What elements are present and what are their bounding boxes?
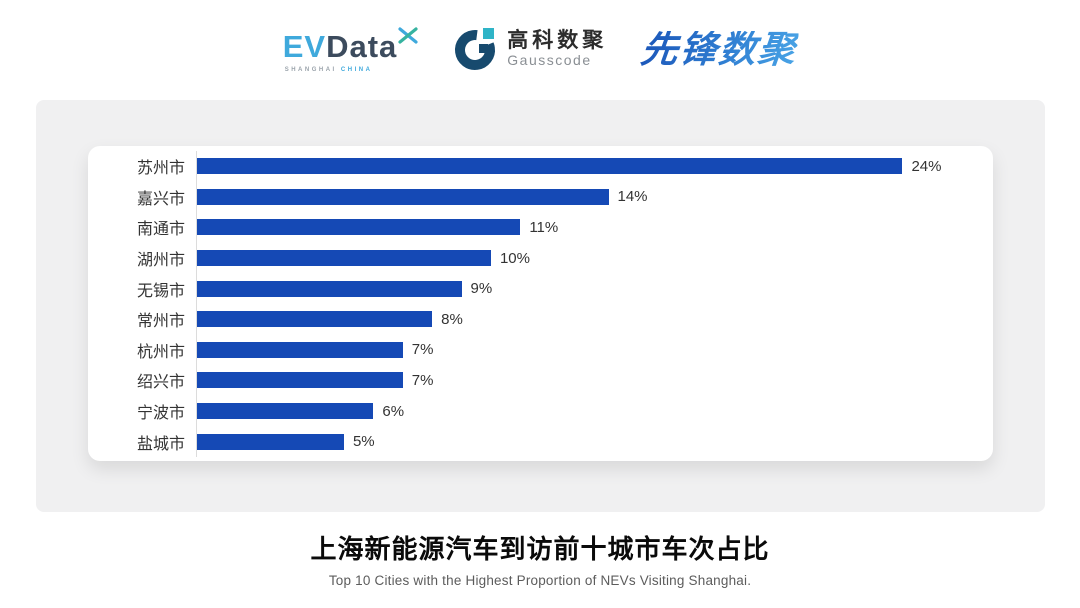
evdata-x-icon xyxy=(398,26,418,44)
bar-row: 湖州市 10% xyxy=(104,242,973,274)
bar-row: 常州市 8% xyxy=(104,303,973,335)
bar xyxy=(197,341,403,358)
value-label: 8% xyxy=(441,310,463,328)
bar xyxy=(197,311,433,328)
category-label: 宁波市 xyxy=(136,405,185,423)
value-label: 6% xyxy=(382,402,405,420)
bar-row: 宁波市 6% xyxy=(104,395,973,427)
category-label: 绍兴市 xyxy=(136,374,185,392)
bar-track: 14% xyxy=(196,181,973,213)
bar-track: 7% xyxy=(196,365,973,396)
bar-track: 7% xyxy=(196,334,973,366)
gausscode-en-text: Gausscode xyxy=(507,52,592,69)
bar-row: 无锡市 9% xyxy=(104,273,973,304)
category-label: 常州市 xyxy=(136,313,185,331)
category-label: 嘉兴市 xyxy=(136,190,185,208)
category-label: 无锡市 xyxy=(136,282,185,300)
evdata-logo: EV Data SHANGHAI CHINA xyxy=(283,26,419,73)
value-label: 11% xyxy=(529,218,559,236)
bar-row: 杭州市 7% xyxy=(104,334,973,366)
xianfeng-logo: 先锋数聚 xyxy=(639,28,800,70)
bar xyxy=(197,403,374,420)
value-label: 7% xyxy=(411,341,434,359)
bar-track: 9% xyxy=(196,273,973,304)
evdata-wordmark: EV Data xyxy=(283,26,419,62)
header-logo-bar: EV Data SHANGHAI CHINA 高科数聚 Gausscode 先锋数… xyxy=(0,16,1080,82)
value-label: 24% xyxy=(911,157,942,175)
bar xyxy=(197,372,403,389)
bar-row: 盐城市 5% xyxy=(104,426,973,457)
bar xyxy=(197,158,903,175)
bar-track: 10% xyxy=(196,242,973,274)
bar-track: 11% xyxy=(196,212,973,243)
value-label: 9% xyxy=(470,280,493,298)
evdata-sub-shanghai: SHANGHAI xyxy=(284,66,337,73)
value-label: 10% xyxy=(499,249,530,267)
chart-subtitle: Top 10 Cities with the Highest Proportio… xyxy=(328,573,752,588)
gausscode-wordmark: 高科数聚 Gausscode xyxy=(507,29,607,69)
bar xyxy=(197,433,344,450)
bar-track: 5% xyxy=(196,426,973,457)
evdata-ev-text: EV xyxy=(282,28,327,64)
bar xyxy=(197,280,462,297)
bar xyxy=(197,250,491,267)
category-label: 杭州市 xyxy=(136,343,185,361)
category-label: 苏州市 xyxy=(136,160,185,178)
evdata-sub-china: CHINA xyxy=(340,66,373,73)
gausscode-logo: 高科数聚 Gausscode xyxy=(452,26,607,72)
bar-row: 苏州市 24% xyxy=(104,151,973,182)
evdata-data-text: Data xyxy=(326,28,398,64)
value-label: 5% xyxy=(352,433,375,451)
bar-row: 南通市 11% xyxy=(104,212,973,243)
bar-row: 绍兴市 7% xyxy=(104,365,973,396)
category-label: 湖州市 xyxy=(136,252,185,270)
bar-chart: 苏州市 24% 嘉兴市 14% 南通市 11% xyxy=(104,151,973,457)
bar-track: 6% xyxy=(196,395,973,427)
bar xyxy=(197,188,609,205)
category-label: 盐城市 xyxy=(136,435,185,453)
bar-track: 24% xyxy=(196,151,973,182)
value-label: 7% xyxy=(411,371,434,389)
gausscode-g-icon xyxy=(455,28,496,70)
bar xyxy=(197,219,521,236)
evdata-subtext: SHANGHAI CHINA xyxy=(285,67,373,73)
chart-title: 上海新能源汽车到访前十城市车次占比 xyxy=(310,534,770,564)
bar-row: 嘉兴市 14% xyxy=(104,181,973,213)
category-label: 南通市 xyxy=(136,221,185,239)
chart-card: 苏州市 24% 嘉兴市 14% 南通市 11% xyxy=(88,146,993,461)
poster-card: 苏州市 24% 嘉兴市 14% 南通市 11% xyxy=(36,100,1045,512)
gausscode-cn-text: 高科数聚 xyxy=(507,29,608,53)
bar-track: 8% xyxy=(196,303,973,335)
value-label: 14% xyxy=(617,188,648,206)
footer: 上海新能源汽车到访前十城市车次占比 Top 10 Cities with the… xyxy=(0,529,1080,588)
